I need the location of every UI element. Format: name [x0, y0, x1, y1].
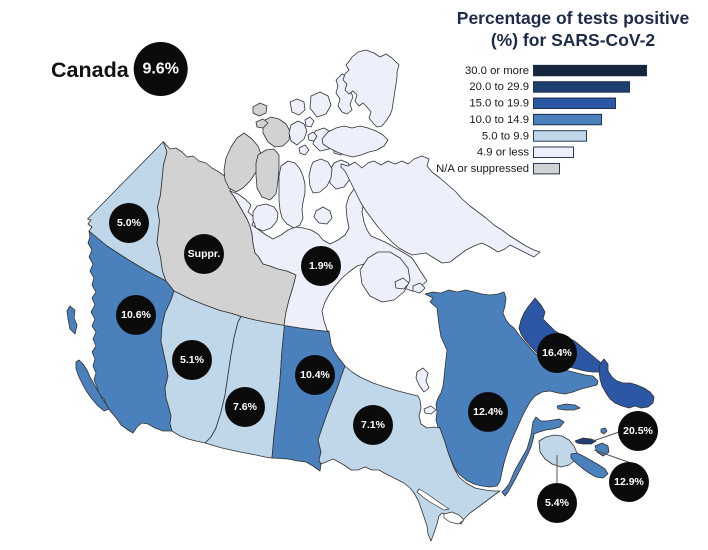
svg-text:5.1%: 5.1%: [180, 354, 205, 366]
svg-text:(%) for SARS-CoV-2: (%) for SARS-CoV-2: [491, 30, 656, 50]
svg-text:16.4%: 16.4%: [542, 347, 572, 359]
svg-text:4.9 or less: 4.9 or less: [477, 147, 529, 159]
svg-text:5.4%: 5.4%: [545, 497, 570, 509]
svg-text:12.9%: 12.9%: [614, 476, 644, 488]
svg-text:10.4%: 10.4%: [300, 369, 330, 381]
svg-text:Canada: Canada: [51, 58, 130, 82]
svg-text:5.0%: 5.0%: [117, 217, 142, 229]
svg-text:10.0 to 14.9: 10.0 to 14.9: [469, 114, 529, 126]
svg-text:20.5%: 20.5%: [623, 425, 653, 437]
svg-text:20.0 to 29.9: 20.0 to 29.9: [469, 81, 529, 93]
svg-text:1.9%: 1.9%: [309, 260, 334, 272]
svg-text:Percentage of tests positive: Percentage of tests positive: [457, 8, 690, 28]
svg-text:5.0 to 9.9: 5.0 to 9.9: [482, 130, 529, 142]
svg-text:Suppr.: Suppr.: [188, 248, 221, 260]
svg-text:30.0 or more: 30.0 or more: [465, 65, 529, 77]
svg-text:N/A or suppressed: N/A or suppressed: [436, 163, 529, 175]
svg-text:7.1%: 7.1%: [361, 419, 386, 431]
svg-text:15.0 to 19.9: 15.0 to 19.9: [469, 98, 529, 110]
svg-text:10.6%: 10.6%: [121, 309, 151, 321]
svg-text:7.6%: 7.6%: [233, 401, 258, 413]
svg-text:9.6%: 9.6%: [142, 61, 178, 78]
svg-text:12.4%: 12.4%: [473, 406, 503, 418]
